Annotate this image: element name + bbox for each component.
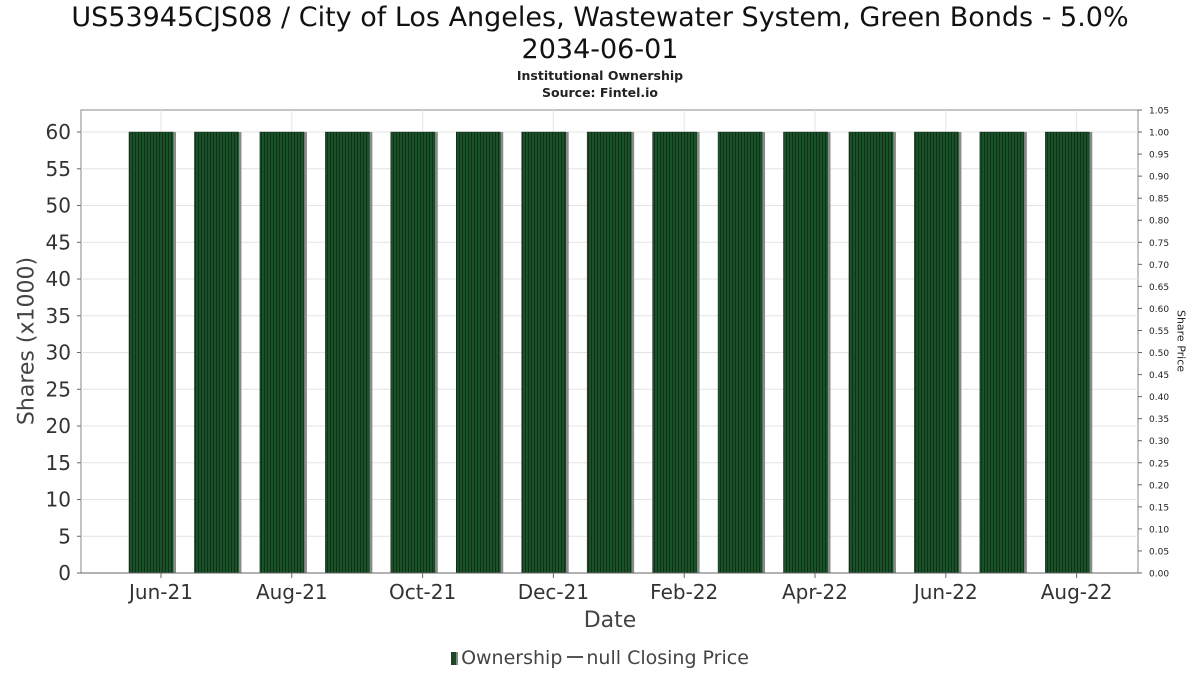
ownership-bar-shadow: [892, 132, 896, 574]
x-tick-label: Dec-21: [518, 580, 589, 604]
ownership-bar-shadow: [762, 132, 766, 574]
ownership-bar: [194, 131, 239, 574]
y2-tick-label: 1.05: [1149, 107, 1169, 117]
legend: Ownership null Closing Price: [0, 647, 1200, 669]
y2-tick-label: 0.50: [1149, 349, 1169, 359]
ownership-bar-shadow: [958, 132, 962, 574]
closing-price-legend-line: [567, 656, 584, 658]
ownership-bar-shadow: [1023, 132, 1027, 574]
legend-closing-price-label: null Closing Price: [586, 647, 749, 669]
y-tick-label: 15: [46, 451, 71, 475]
y2-tick-label: 0.55: [1149, 327, 1169, 337]
x-tick-label: Oct-21: [389, 580, 456, 604]
y-tick-label: 45: [46, 230, 71, 254]
y-tick-label: 40: [46, 267, 71, 291]
chart-source: Source: Fintel.io: [542, 85, 658, 100]
y2-tick-label: 0.10: [1149, 525, 1169, 535]
y-tick-label: 10: [46, 488, 71, 512]
y-tick-label: 5: [58, 524, 71, 548]
y2-axis-label: Share Price: [1174, 309, 1188, 373]
chart-title-line1: US53945CJS08 / City of Los Angeles, Wast…: [71, 2, 1129, 33]
y-tick-label: 20: [46, 414, 71, 438]
chart-subtitle: Institutional Ownership: [516, 68, 684, 83]
legend-ownership-label: Ownership: [461, 647, 563, 669]
y2-tick-label: 0.05: [1149, 547, 1169, 557]
ownership-bar: [848, 131, 894, 574]
ownership-bar-shadow: [1089, 132, 1093, 574]
y-tick-label: 50: [46, 194, 71, 218]
ownership-bar: [456, 131, 501, 574]
y-tick-label: 60: [46, 120, 71, 144]
y-tick-label: 30: [46, 341, 71, 365]
y2-tick-label: 0.45: [1149, 371, 1169, 381]
y-tick-label: 35: [46, 304, 71, 328]
y2-tick-label: 0.80: [1149, 217, 1169, 227]
ownership-bar-shadow: [827, 132, 831, 574]
x-tick-label: Apr-22: [782, 580, 848, 604]
ownership-bar: [390, 131, 436, 574]
ownership-bar: [783, 131, 828, 574]
ownership-bar-shadow: [631, 132, 635, 574]
x-tick-label: Aug-22: [1041, 580, 1113, 604]
y-tick-label: 25: [46, 377, 71, 401]
x-tick-label: Feb-22: [650, 580, 718, 604]
ownership-bar-shadow: [565, 132, 569, 574]
ownership-bar-shadow: [500, 132, 504, 574]
ownership-bar: [521, 131, 566, 574]
x-axis-label: Date: [583, 608, 637, 633]
ownership-bar: [128, 131, 174, 574]
ownership-bar: [652, 131, 697, 574]
y2-tick-label: 0.25: [1149, 459, 1169, 469]
y-axis-label: Shares (x1000): [14, 256, 40, 426]
ownership-bar-shadow: [303, 132, 307, 574]
y2-tick-label: 0.85: [1149, 195, 1169, 205]
ownership-bar: [914, 131, 959, 574]
y2-tick-label: 0.35: [1149, 415, 1169, 425]
y-tick-label: 55: [46, 157, 71, 181]
x-tick-label: Jun-22: [912, 580, 978, 604]
ownership-bar: [259, 131, 305, 574]
y2-tick-label: 0.65: [1149, 283, 1169, 293]
y2-tick-label: 0.20: [1149, 481, 1169, 491]
y2-tick-label: 0.75: [1149, 239, 1169, 249]
ownership-legend-swatch: [451, 652, 459, 665]
ownership-bar: [586, 131, 632, 574]
ownership-bar: [325, 131, 370, 574]
x-tick-label: Aug-21: [256, 580, 328, 604]
y2-tick-label: 0.60: [1149, 305, 1169, 315]
ownership-bar: [979, 131, 1025, 574]
ownership-bar: [717, 131, 763, 574]
ownership-bar-shadow: [173, 132, 176, 574]
y-tick-label: 0: [58, 561, 71, 585]
ownership-bar-shadow: [369, 132, 373, 574]
ownership-bar-shadow: [434, 132, 438, 574]
y2-tick-label: 0.30: [1149, 437, 1169, 447]
y2-tick-label: 0.70: [1149, 261, 1169, 271]
x-tick-label: Jun-21: [127, 580, 193, 604]
ownership-bar-shadow: [238, 132, 242, 574]
chart-title-line2: 2034-06-01: [521, 34, 679, 65]
y2-tick-label: 1.00: [1149, 129, 1169, 139]
y2-tick-label: 0.00: [1149, 570, 1169, 580]
y2-tick-label: 0.15: [1149, 503, 1169, 513]
y2-tick-label: 0.95: [1149, 151, 1169, 161]
ownership-bar: [1045, 131, 1090, 574]
y2-tick-label: 0.90: [1149, 173, 1169, 183]
y2-tick-label: 0.40: [1149, 393, 1169, 403]
ownership-bar-shadow: [696, 132, 700, 574]
